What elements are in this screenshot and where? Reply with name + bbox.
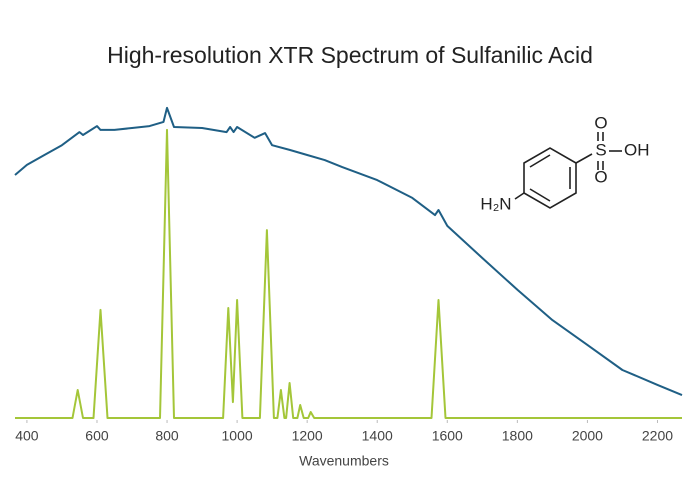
bond — [514, 192, 525, 200]
x-tick-label: 800 — [155, 428, 179, 444]
benzene-ring — [523, 147, 577, 209]
structure-label: OH — [624, 140, 650, 159]
structure-label: S — [595, 140, 606, 159]
spectrum-line — [14, 106, 683, 397]
spectrum-line — [15, 128, 682, 419]
x-tick-label: 1400 — [362, 428, 393, 444]
x-tick-label: 1600 — [432, 428, 463, 444]
x-axis-label: Wavenumbers — [299, 453, 389, 469]
x-tick-label: 400 — [15, 428, 39, 444]
x-tick-label: 2200 — [642, 428, 673, 444]
x-tick-label: 1000 — [222, 428, 253, 444]
x-tick-label: 1200 — [292, 428, 323, 444]
structure-label: H₂N — [480, 194, 511, 213]
x-tick-label: 1800 — [502, 428, 533, 444]
structure-label: O — [594, 113, 607, 132]
chart-title: High-resolution XTR Spectrum of Sulfanil… — [107, 42, 593, 68]
double-bond — [529, 188, 551, 202]
structure-label: O — [594, 167, 607, 186]
double-bond — [529, 154, 551, 168]
molecule — [514, 132, 622, 209]
x-tick-label: 2000 — [572, 428, 603, 444]
x-tick-label: 600 — [85, 428, 109, 444]
bond — [575, 153, 593, 164]
